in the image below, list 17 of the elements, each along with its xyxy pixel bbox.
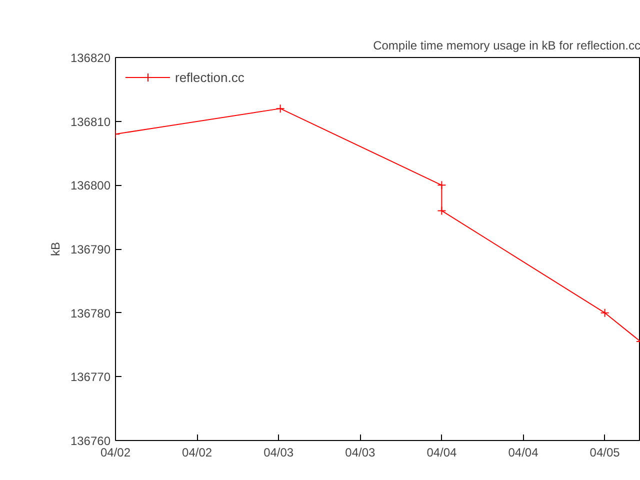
x-tick-label: 04/02 xyxy=(182,446,212,460)
y-tick-label: 136770 xyxy=(70,370,111,384)
y-tick-label: 136780 xyxy=(70,306,111,320)
x-tick-label: 04/04 xyxy=(508,446,539,460)
y-tick-label: 136820 xyxy=(70,51,111,65)
legend-label: reflection.cc xyxy=(175,70,244,84)
x-tick-label: 04/02 xyxy=(100,446,131,460)
y-tick-label: 136760 xyxy=(70,434,111,448)
x-tick-label: 04/04 xyxy=(426,446,458,460)
chart-title: Compile time memory usage in kB for reflection.cc xyxy=(373,38,640,52)
x-tick-label: 04/03 xyxy=(264,446,294,460)
y-tick-label: 136790 xyxy=(70,242,111,256)
x-tick-label: 04/05 xyxy=(590,446,620,460)
x-tick-label: 04/03 xyxy=(345,446,376,460)
y-axis-title: kB xyxy=(48,242,62,256)
y-tick-label: 136800 xyxy=(70,178,111,193)
y-tick-label: 136810 xyxy=(70,114,111,129)
